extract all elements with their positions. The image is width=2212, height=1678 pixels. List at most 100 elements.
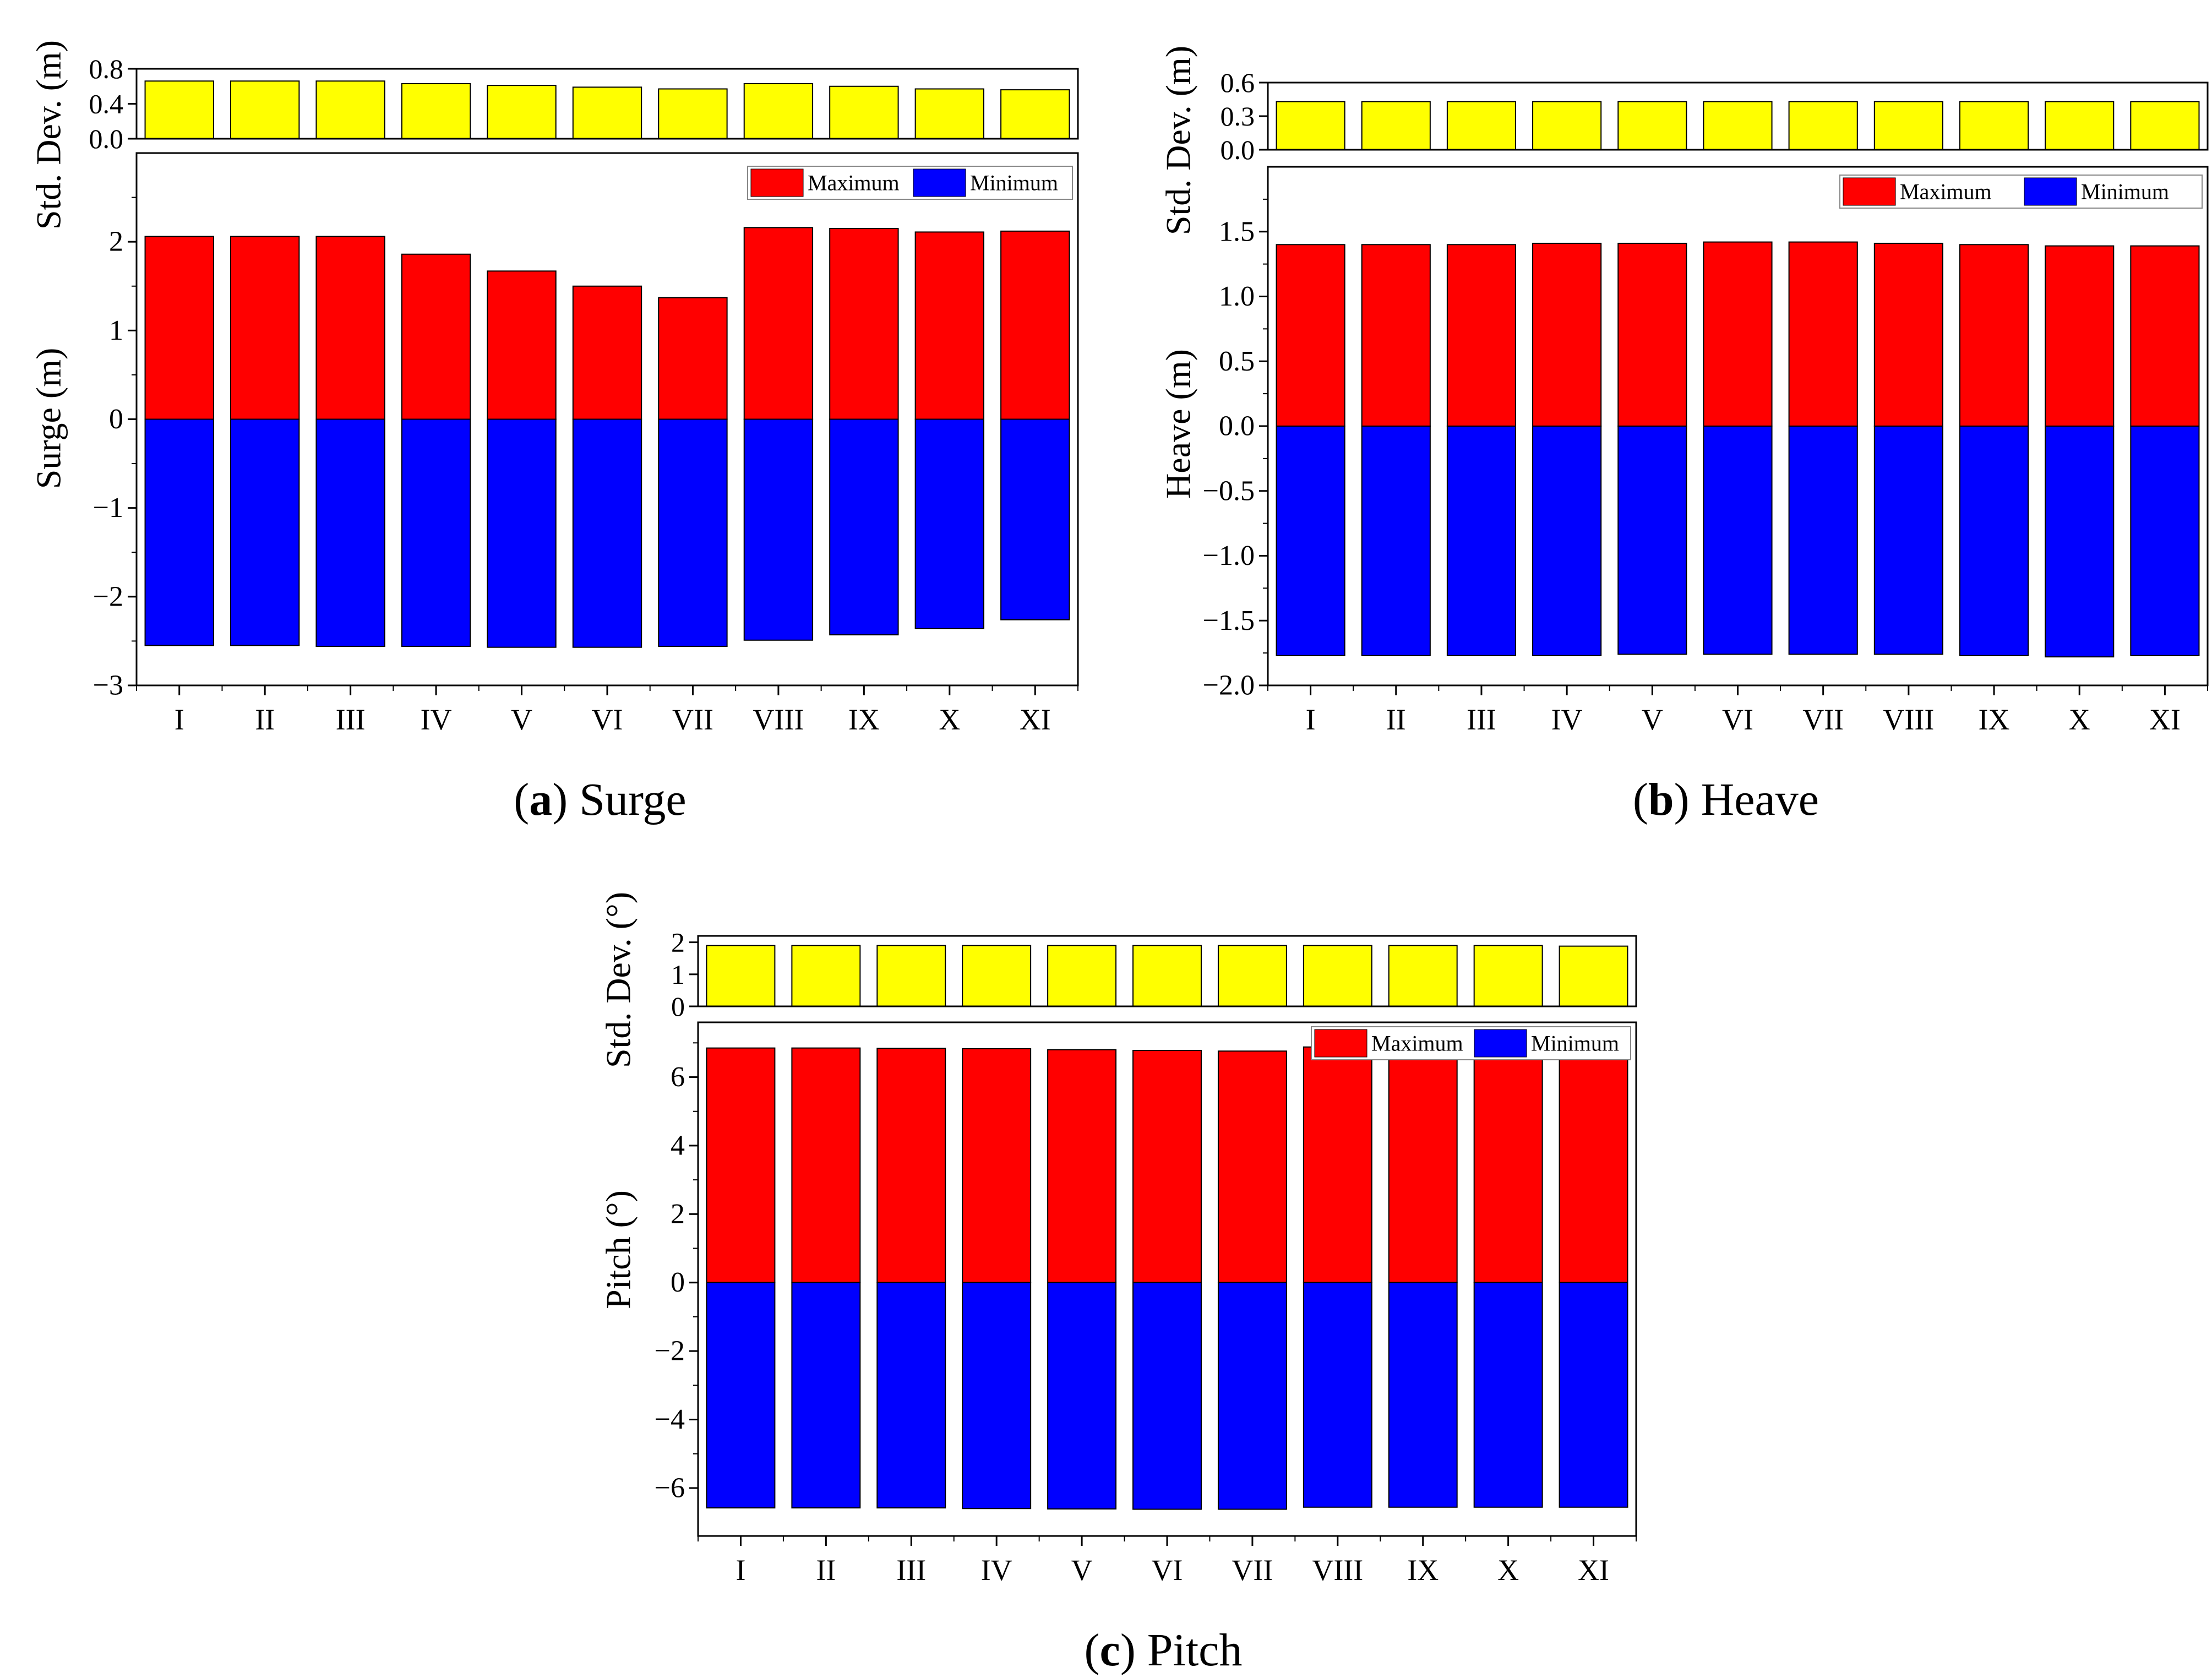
std-dev-bar [401,83,471,139]
y-tick-label: −6 [655,1472,685,1503]
y-tick-label: 0.5 [1219,346,1255,377]
x-tick-label: IV [1551,703,1583,736]
std-dev-axis-title: Std. Dev. (°) [599,892,638,1068]
minimum-bar [914,418,984,629]
y-tick-label: −1.0 [1203,540,1255,571]
maximum-bar [1559,1045,1628,1283]
minimum-bar [829,418,899,636]
maximum-bar [1532,242,1602,427]
minimum-bar [487,418,557,648]
std-dev-tick-label: 0.0 [89,123,124,154]
std-dev-tick-label: 0.6 [1221,67,1255,98]
maximum-bar [1959,244,2029,427]
x-tick-label: III [336,703,366,736]
std-dev-bar [1559,945,1628,1007]
x-tick-label: VIII [753,703,804,736]
x-tick-label: VIII [1883,703,1934,736]
y-tick-label: −1 [93,492,123,524]
caption-open-paren: ( [1633,774,1648,825]
maximum-bar [1361,244,1431,427]
std-dev-bar [1959,101,2029,150]
maximum-bar [706,1047,776,1283]
x-tick-label: V [1071,1554,1093,1587]
std-dev-bar [743,83,814,139]
minimum-bar [315,418,385,647]
std-dev-bar [572,86,642,139]
std-dev-bar [1217,945,1287,1007]
minimum-bar [1559,1282,1628,1508]
caption-text: ) Pitch [1120,1625,1243,1676]
x-tick-label: V [511,703,532,736]
y-tick-label: −3 [93,670,123,701]
x-tick-label: III [1467,703,1496,736]
y-tick-label: 1 [109,315,123,346]
y-tick-label: 0.0 [1219,411,1255,442]
legend-label-minimum: Minimum [1531,1031,1619,1056]
x-tick-label: VI [1152,1554,1183,1587]
std-dev-bar [1532,101,1602,150]
y-tick-label: −0.5 [1203,475,1255,506]
minimum-bar [1276,426,1345,656]
minimum-bar [144,418,214,646]
x-tick-label: VI [592,703,623,736]
minimum-bar [2045,426,2115,658]
maximum-bar [487,270,557,420]
std-dev-tick-label: 1 [671,959,685,990]
std-dev-tick-label: 0.8 [89,53,124,84]
caption-open-paren: ( [514,774,529,825]
std-dev-bar [1446,101,1517,150]
main-axis-title: Heave (m) [1159,349,1198,499]
legend-swatch-maximum [750,168,804,197]
x-tick-label: II [1386,703,1406,736]
std-dev-tick-label: 0 [671,991,685,1022]
caption-text: ) Surge [552,774,686,825]
legend-swatch-maximum [1314,1029,1367,1058]
std-dev-bar [658,88,728,139]
x-tick-label: I [1306,703,1316,736]
std-dev-bar [1617,101,1687,150]
std-dev-tick-label: 0.3 [1221,101,1255,132]
minimum-bar [1617,426,1687,655]
maximum-bar [1000,230,1070,420]
std-dev-bar [1703,101,1773,150]
panel-caption: (a) Surge [514,774,686,825]
x-tick-label: VIII [1312,1554,1363,1587]
x-tick-label: XI [1578,1554,1609,1587]
std-dev-bar [1000,89,1070,140]
y-tick-label: 1.0 [1219,281,1255,312]
caption-text: ) Heave [1674,774,1819,825]
minimum-bar [962,1282,1032,1510]
minimum-bar [1000,418,1070,620]
maximum-bar [144,236,214,420]
maximum-bar [572,285,642,420]
maximum-bar [876,1048,946,1283]
y-tick-label: −1.5 [1203,605,1255,636]
x-tick-label: IX [1407,1554,1439,1587]
std-dev-bar [876,945,946,1007]
legend-label-minimum: Minimum [2081,179,2169,204]
x-tick-label: IX [1979,703,2010,736]
maximum-bar [1473,1045,1543,1283]
maximum-bar [829,227,899,420]
minimum-bar [658,418,728,647]
std-dev-bar [144,80,214,140]
panel-caption: (c) Pitch [1085,1625,1243,1676]
std-dev-bar [962,945,1032,1007]
caption-letter: a [529,774,552,825]
x-tick-label: III [896,1554,926,1587]
legend-swatch-minimum [1474,1029,1527,1058]
legend-label-maximum: Maximum [1900,179,1992,204]
minimum-bar [1388,1282,1458,1508]
y-tick-label: −2.0 [1203,670,1255,701]
x-tick-label: X [2069,703,2090,736]
x-tick-label: XI [1020,703,1051,736]
maximum-bar [658,297,728,420]
panel-caption: (b) Heave [1633,774,1819,825]
x-tick-label: X [1497,1554,1519,1587]
maximum-bar [1047,1049,1117,1283]
std-dev-bar [1047,945,1117,1007]
maximum-bar [962,1048,1032,1283]
x-tick-label: X [939,703,960,736]
x-tick-label: IV [421,703,452,736]
